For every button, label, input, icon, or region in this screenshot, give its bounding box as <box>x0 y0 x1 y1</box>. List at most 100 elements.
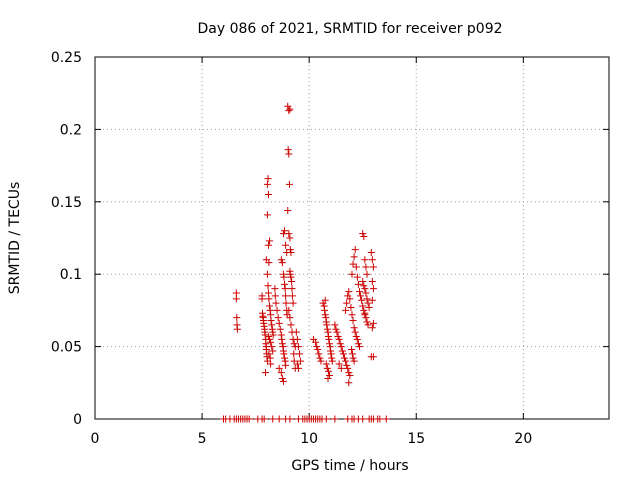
data-point <box>346 372 354 380</box>
data-point <box>354 340 362 348</box>
data-point <box>294 343 302 351</box>
data-point <box>258 295 266 303</box>
data-point <box>264 191 272 199</box>
data-point <box>263 270 271 278</box>
data-point <box>278 340 286 348</box>
x-tick-label: 0 <box>91 431 100 447</box>
data-point <box>353 335 361 343</box>
data-point <box>363 295 371 303</box>
data-point <box>233 314 241 322</box>
data-point <box>271 285 279 293</box>
data-point <box>233 325 241 333</box>
data-point <box>264 282 272 290</box>
data-point <box>357 292 365 300</box>
data-point <box>354 280 362 288</box>
data-point <box>327 350 335 358</box>
data-point <box>265 350 273 358</box>
data-point <box>269 331 277 339</box>
data-point <box>322 360 330 368</box>
data-point <box>313 343 321 351</box>
data-point <box>281 280 289 288</box>
data-point <box>245 415 253 423</box>
data-point <box>359 302 367 310</box>
data-point <box>285 107 293 115</box>
data-point <box>348 350 356 358</box>
data-point <box>286 415 294 423</box>
data-point <box>363 270 371 278</box>
data-point <box>280 350 288 358</box>
data-point <box>286 234 294 242</box>
data-point <box>267 360 275 368</box>
data-point <box>285 230 293 238</box>
data-point <box>369 263 377 271</box>
data-point <box>287 248 295 256</box>
data-point <box>337 364 345 372</box>
data-point <box>277 369 285 377</box>
data-point <box>362 314 370 322</box>
data-point <box>376 415 384 423</box>
data-point <box>323 364 331 372</box>
data-point <box>323 321 331 329</box>
data-point <box>350 253 358 261</box>
data-point <box>288 277 296 285</box>
data-point <box>331 415 339 423</box>
data-point <box>362 289 370 297</box>
data-point <box>267 317 275 325</box>
data-point <box>266 335 274 343</box>
data-point <box>282 292 290 300</box>
y-tick-label: 0.05 <box>51 340 82 356</box>
data-point <box>267 338 275 346</box>
data-point <box>284 206 292 214</box>
data-point <box>265 295 273 303</box>
data-point <box>342 306 350 314</box>
data-point <box>360 282 368 290</box>
data-point <box>364 299 372 307</box>
data-point <box>338 347 346 355</box>
data-point <box>358 296 366 304</box>
plot-background <box>95 57 609 419</box>
data-point <box>364 321 372 329</box>
data-point <box>278 335 286 343</box>
data-point <box>328 354 336 362</box>
data-point <box>350 324 358 332</box>
data-point <box>279 377 287 385</box>
data-point <box>343 361 351 369</box>
data-point <box>282 241 290 249</box>
y-tick-label: 0.25 <box>51 50 82 66</box>
y-tick-label: 0.15 <box>51 195 82 211</box>
data-point <box>282 299 290 307</box>
data-point <box>268 343 276 351</box>
data-point <box>355 343 363 351</box>
data-point <box>285 180 293 188</box>
data-point <box>362 263 370 271</box>
data-point <box>290 340 298 348</box>
data-point <box>361 285 369 293</box>
data-point <box>294 364 302 372</box>
data-point <box>368 324 376 332</box>
data-point <box>316 354 324 362</box>
data-point <box>351 328 359 336</box>
data-point <box>348 311 356 319</box>
data-point <box>271 292 279 300</box>
data-point <box>268 321 276 329</box>
data-point <box>323 325 331 333</box>
data-point <box>348 270 356 278</box>
data-point <box>288 285 296 293</box>
data-point <box>275 319 283 327</box>
data-point <box>349 317 357 325</box>
data-point <box>269 415 277 423</box>
data-point <box>286 246 294 254</box>
data-point <box>281 354 289 362</box>
data-point <box>363 318 371 326</box>
data-point <box>275 364 283 372</box>
data-point <box>369 353 377 361</box>
data-point <box>361 256 369 264</box>
x-axis-title: GPS time / hours <box>291 458 408 474</box>
data-point <box>335 360 343 368</box>
data-point <box>274 314 282 322</box>
data-point <box>328 357 336 365</box>
data-point <box>266 302 274 310</box>
data-point <box>367 248 375 256</box>
data-point <box>286 105 294 113</box>
data-point <box>321 306 329 314</box>
